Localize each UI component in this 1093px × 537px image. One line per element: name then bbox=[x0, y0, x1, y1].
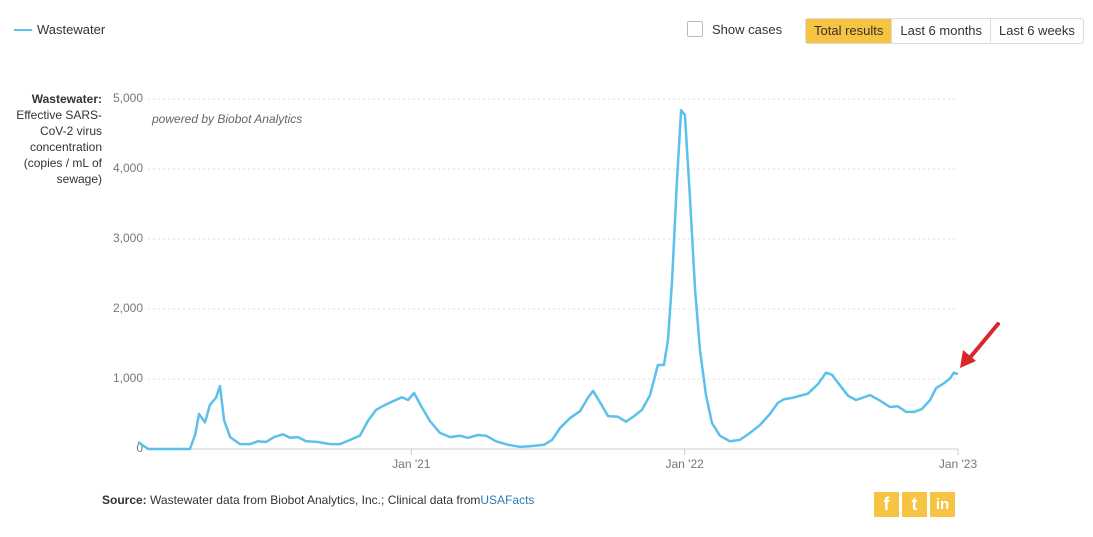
show-cases-toggle[interactable]: Show cases bbox=[687, 21, 782, 37]
y-tick-label: 3,000 bbox=[113, 231, 143, 245]
source-text: Wastewater data from Biobot Analytics, I… bbox=[150, 493, 481, 507]
x-tick-label: Jan '23 bbox=[939, 457, 978, 471]
y-tick-label: 5,000 bbox=[113, 91, 143, 105]
range-button[interactable]: Last 6 months bbox=[891, 19, 990, 43]
data-line bbox=[137, 108, 959, 451]
linkedin-icon[interactable]: in bbox=[930, 492, 955, 517]
source-link[interactable]: USAFacts bbox=[480, 493, 535, 507]
social-icons: f t in bbox=[874, 492, 955, 517]
range-button[interactable]: Last 6 weeks bbox=[990, 19, 1083, 43]
y-axis-label: Wastewater: Effective SARS-CoV-2 virus c… bbox=[6, 91, 102, 187]
twitter-icon[interactable]: t bbox=[902, 492, 927, 517]
range-buttons: Total results Last 6 months Last 6 weeks bbox=[805, 18, 1084, 44]
y-tick-label: 0 bbox=[136, 441, 143, 455]
x-tick-label: Jan '21 bbox=[392, 457, 431, 471]
source: Source: Wastewater data from Biobot Anal… bbox=[102, 493, 534, 507]
legend-label: Wastewater bbox=[37, 22, 106, 37]
y-axis-title: Wastewater: bbox=[31, 92, 102, 106]
x-tick-label: Jan '22 bbox=[666, 457, 705, 471]
toggle-label: Show cases bbox=[712, 21, 783, 37]
legend[interactable]: Wastewater bbox=[14, 22, 105, 37]
y-tick-label: 1,000 bbox=[113, 371, 143, 385]
source-title: Source: bbox=[102, 493, 147, 507]
facebook-icon[interactable]: f bbox=[874, 492, 899, 517]
range-button[interactable]: Total results bbox=[806, 19, 892, 43]
y-tick-label: 4,000 bbox=[113, 161, 143, 175]
y-axis-text: Effective SARS-CoV-2 virus concentration… bbox=[16, 108, 102, 186]
arrow bbox=[960, 322, 1000, 368]
watermark: powered by Biobot Analytics bbox=[151, 112, 302, 126]
y-tick-label: 2,000 bbox=[113, 301, 143, 315]
